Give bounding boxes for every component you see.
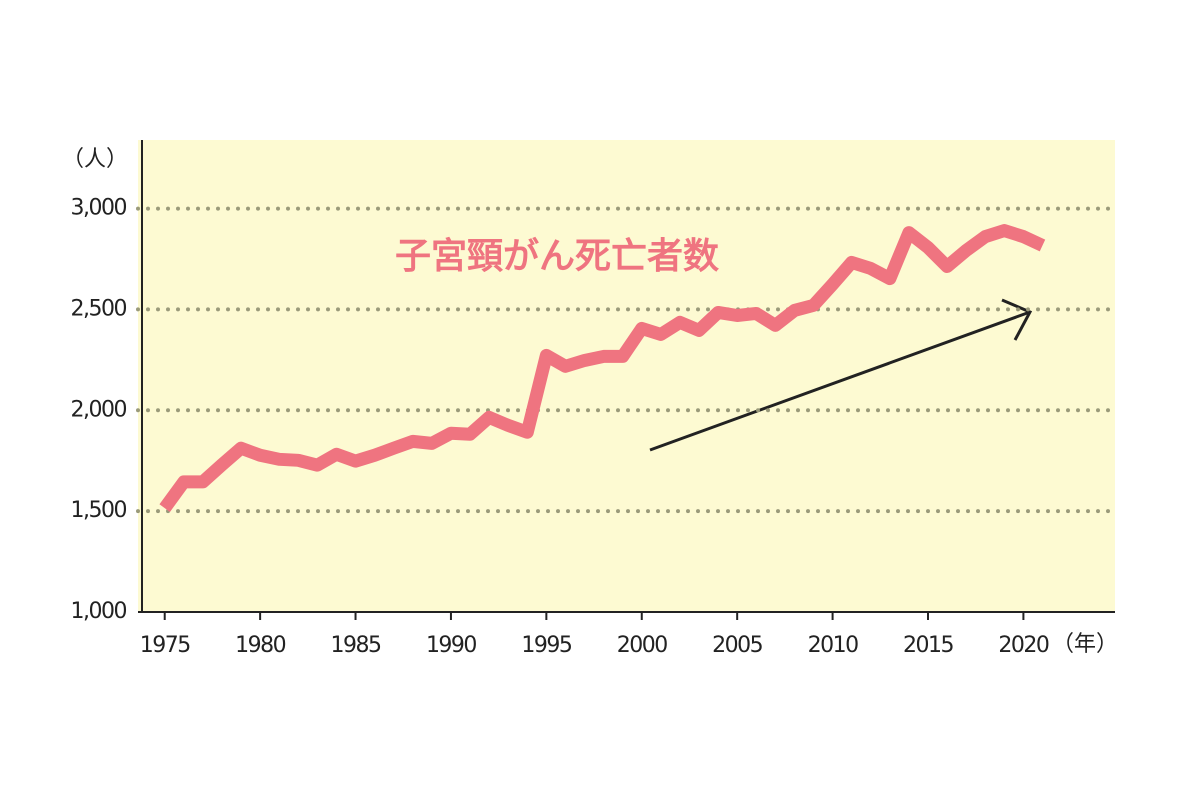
y-axis-label: （人） (62, 147, 128, 172)
x-tick-label: 2000 (617, 633, 667, 658)
y-tick-label: 2,000 (71, 397, 127, 422)
x-tick-label: 2020 (998, 633, 1048, 658)
plot-area (138, 140, 1115, 612)
x-tick-label: 2005 (712, 633, 762, 658)
x-axis-label: （年） (1052, 632, 1118, 657)
y-tick-label: 3,000 (71, 196, 127, 221)
x-tick-label: 1995 (521, 633, 571, 658)
series-label: 子宮頸がん死亡者数 (395, 236, 719, 277)
x-tick-label: 2015 (903, 633, 953, 658)
x-tick-label: 2010 (808, 633, 858, 658)
y-tick-label: 2,500 (71, 296, 127, 321)
y-tick-label: 1,500 (71, 498, 127, 523)
x-tick-label: 1975 (140, 633, 190, 658)
x-tick-label: 1985 (331, 633, 381, 658)
data-line (159, 224, 1046, 512)
x-tick-label: 1980 (235, 633, 285, 658)
x-tick-label: 1990 (426, 633, 476, 658)
trend-arrow (649, 298, 1033, 452)
arrow-shaft (649, 310, 1031, 452)
y-tick-label: 1,000 (71, 599, 127, 624)
arrow-head (1001, 298, 1033, 341)
